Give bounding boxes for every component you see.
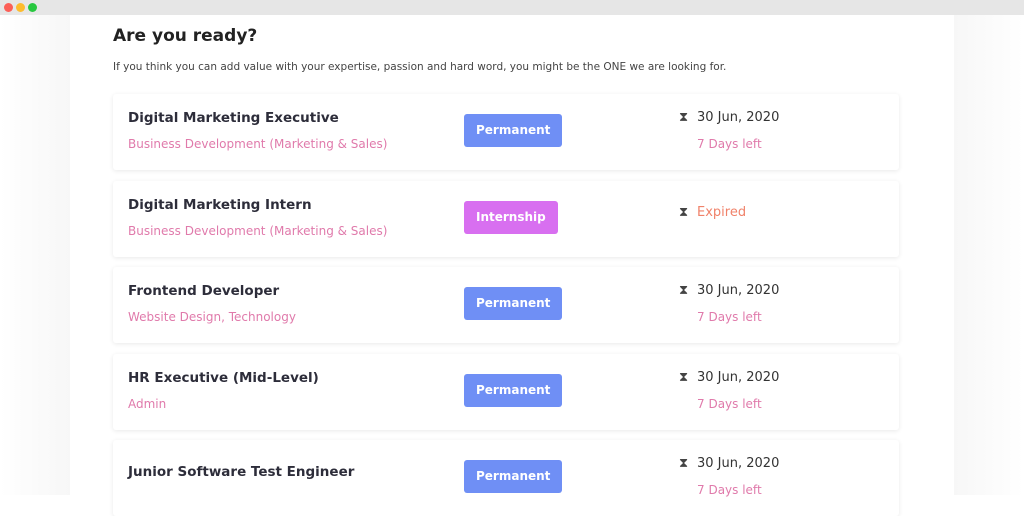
close-window-button[interactable]	[4, 3, 13, 12]
hourglass-icon: ⧗	[679, 456, 689, 471]
job-deadline: 30 Jun, 2020	[697, 369, 780, 385]
job-title[interactable]: Digital Marketing Executive	[128, 110, 339, 126]
job-department: Business Development (Marketing & Sales)	[128, 137, 388, 151]
window-titlebar	[0, 0, 1024, 15]
job-type-badge: Permanent	[464, 287, 563, 320]
left-margin	[0, 15, 70, 495]
intro-text: If you think you can add value with your…	[113, 61, 727, 73]
days-left: 7 Days left	[697, 483, 762, 497]
job-status: Expired	[697, 204, 747, 220]
job-title[interactable]: HR Executive (Mid-Level)	[128, 369, 319, 386]
days-left: 7 Days left	[697, 396, 762, 411]
minimize-window-button[interactable]	[16, 3, 25, 12]
job-type-badge: Permanent	[464, 373, 563, 407]
hourglass-icon: ⧗	[679, 369, 689, 385]
maximize-window-button[interactable]	[28, 3, 37, 12]
hourglass-icon: ⧗	[679, 110, 689, 125]
job-department: Website Design, Technology	[128, 310, 296, 324]
job-card[interactable]: Digital Marketing Intern Business Develop…	[113, 180, 899, 257]
job-department: Business Development (Marketing & Sales)	[128, 223, 388, 238]
hourglass-icon: ⧗	[679, 204, 689, 220]
days-left: 7 Days left	[697, 137, 762, 151]
days-left: 7 Days left	[697, 310, 762, 324]
page-title: Are you ready?	[113, 26, 258, 46]
job-title[interactable]: Junior Software Test Engineer	[128, 464, 355, 480]
hourglass-icon: ⧗	[679, 283, 689, 298]
right-margin	[954, 15, 1024, 495]
job-card[interactable]: Digital Marketing Executive Business Deve…	[113, 94, 899, 170]
job-card[interactable]: HR Executive (Mid-Level) Admin Permanent ⧗ 3…	[113, 353, 899, 430]
job-deadline: 30 Jun, 2020	[697, 283, 780, 298]
job-title[interactable]: Digital Marketing Intern	[128, 196, 312, 213]
job-card[interactable]: Frontend Developer Website Design, Techno…	[113, 267, 899, 343]
job-type-badge: Permanent	[464, 460, 563, 493]
job-type-badge: Internship	[464, 200, 558, 234]
job-department: Admin	[128, 396, 167, 411]
job-deadline: 30 Jun, 2020	[697, 110, 780, 125]
job-card[interactable]: Junior Software Test Engineer Permanent ⧗ 3…	[113, 440, 899, 516]
job-title[interactable]: Frontend Developer	[128, 283, 280, 299]
job-type-badge: Permanent	[464, 114, 563, 147]
job-deadline: 30 Jun, 2020	[697, 456, 780, 471]
